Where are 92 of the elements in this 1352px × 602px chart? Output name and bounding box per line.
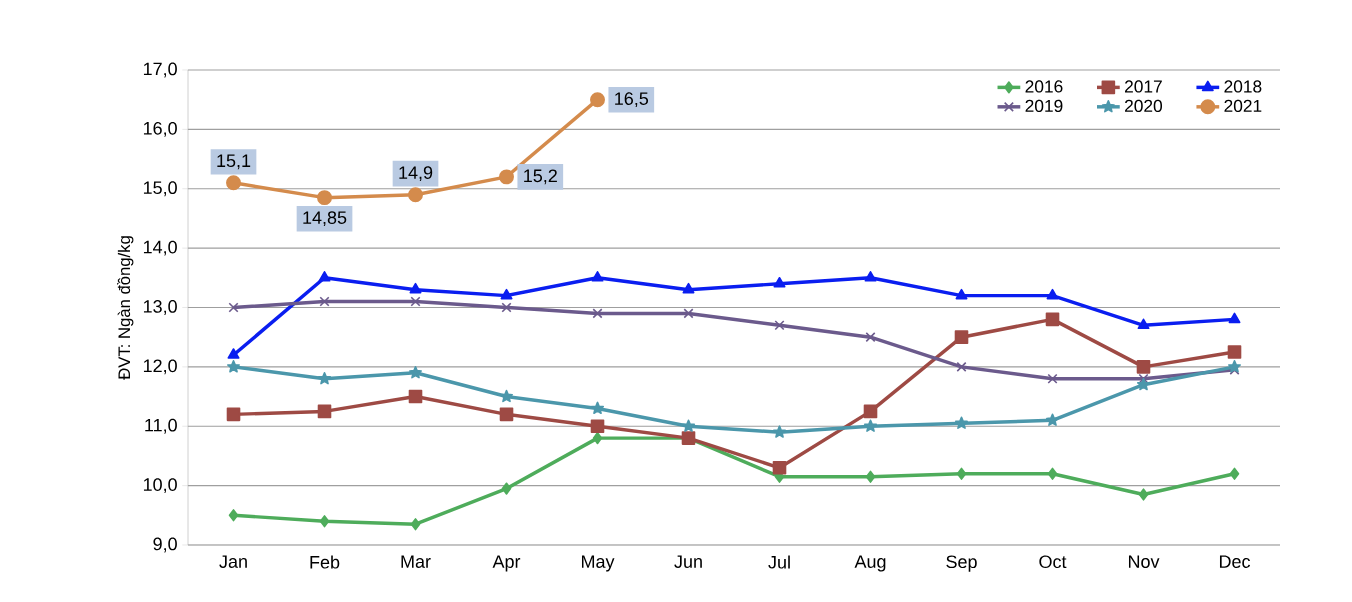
y-axis-title: ĐVT: Ngàn đồng/kg <box>117 236 134 380</box>
point <box>863 404 878 419</box>
point <box>317 404 332 419</box>
x-tick-label: Nov <box>1128 555 1160 568</box>
point <box>318 371 332 385</box>
data-label: 14,9 <box>399 166 433 182</box>
y-tick-label: 13,0 <box>143 300 177 315</box>
point <box>1046 288 1059 300</box>
legend-label: 2021 <box>1224 99 1262 113</box>
point <box>772 461 787 475</box>
point <box>410 296 421 307</box>
point <box>591 271 604 282</box>
point <box>227 360 241 373</box>
point <box>319 515 330 528</box>
point <box>1228 312 1241 324</box>
point <box>499 169 514 185</box>
point <box>864 419 878 432</box>
point <box>1138 488 1149 501</box>
x-tick-label: Aug <box>854 555 886 572</box>
point <box>773 425 787 438</box>
legend-label: 2020 <box>1125 99 1163 113</box>
point <box>1228 360 1242 373</box>
point <box>409 282 422 294</box>
point <box>682 282 695 294</box>
point <box>226 175 241 191</box>
point <box>865 332 876 343</box>
point <box>1229 467 1240 480</box>
point <box>864 271 877 282</box>
point <box>410 518 421 531</box>
point <box>408 389 423 404</box>
x-tick-label: Mar <box>401 555 431 568</box>
y-tick-label: 16,0 <box>143 121 177 137</box>
y-tick-label: 15,0 <box>143 181 177 197</box>
y-tick-label: 9,0 <box>153 537 177 553</box>
x-tick-label: Jan <box>219 555 247 568</box>
point <box>774 320 785 331</box>
data-label: 15,2 <box>524 169 557 185</box>
y-tick-label: 11,0 <box>145 418 177 434</box>
point <box>317 190 332 206</box>
point <box>228 302 239 313</box>
x-tick-label: Oct <box>1039 555 1067 569</box>
point <box>591 401 605 415</box>
point <box>319 296 330 307</box>
legend-label: 2018 <box>1224 80 1262 93</box>
point <box>683 308 694 319</box>
point <box>956 467 967 480</box>
point <box>955 288 968 300</box>
point <box>1047 467 1058 480</box>
point <box>590 419 605 434</box>
data-label: 15,1 <box>217 154 251 170</box>
x-tick-label: Dec <box>1219 555 1251 568</box>
point <box>955 416 969 429</box>
point <box>773 276 786 288</box>
x-tick-label: May <box>581 555 615 572</box>
legend-label: 2019 <box>1025 99 1063 113</box>
point <box>590 92 605 108</box>
point <box>1045 312 1060 327</box>
point <box>682 419 696 432</box>
x-tick-label: Jun <box>674 555 702 568</box>
point <box>954 330 969 344</box>
point <box>1046 413 1060 426</box>
x-tick-label: Jul <box>768 555 790 569</box>
point <box>956 361 967 372</box>
point <box>227 348 240 359</box>
y-tick-label: 12,0 <box>143 359 177 375</box>
point <box>1136 360 1151 374</box>
point <box>499 407 514 422</box>
x-tick-label: Feb <box>310 555 340 569</box>
point <box>592 308 603 319</box>
point <box>865 470 876 483</box>
point <box>500 389 514 403</box>
point <box>500 288 513 300</box>
legend-label: 2017 <box>1125 80 1162 93</box>
point <box>226 407 241 422</box>
point <box>592 431 603 445</box>
point <box>228 509 239 522</box>
point <box>408 187 423 203</box>
x-tick-label: Sep <box>946 555 977 572</box>
y-tick-label: 17,0 <box>143 62 177 78</box>
point <box>409 366 423 379</box>
point <box>318 271 331 282</box>
point <box>501 302 512 313</box>
x-tick-label: Apr <box>492 555 521 572</box>
data-label: 16,5 <box>615 92 649 108</box>
legend-label: 2016 <box>1025 80 1063 93</box>
point <box>501 482 512 495</box>
data-label: 14,85 <box>303 211 347 227</box>
y-tick-label: 10,0 <box>143 478 177 494</box>
y-tick-label: 14,0 <box>143 240 177 256</box>
point <box>1227 345 1242 359</box>
point <box>1047 373 1058 384</box>
point <box>1137 318 1150 330</box>
